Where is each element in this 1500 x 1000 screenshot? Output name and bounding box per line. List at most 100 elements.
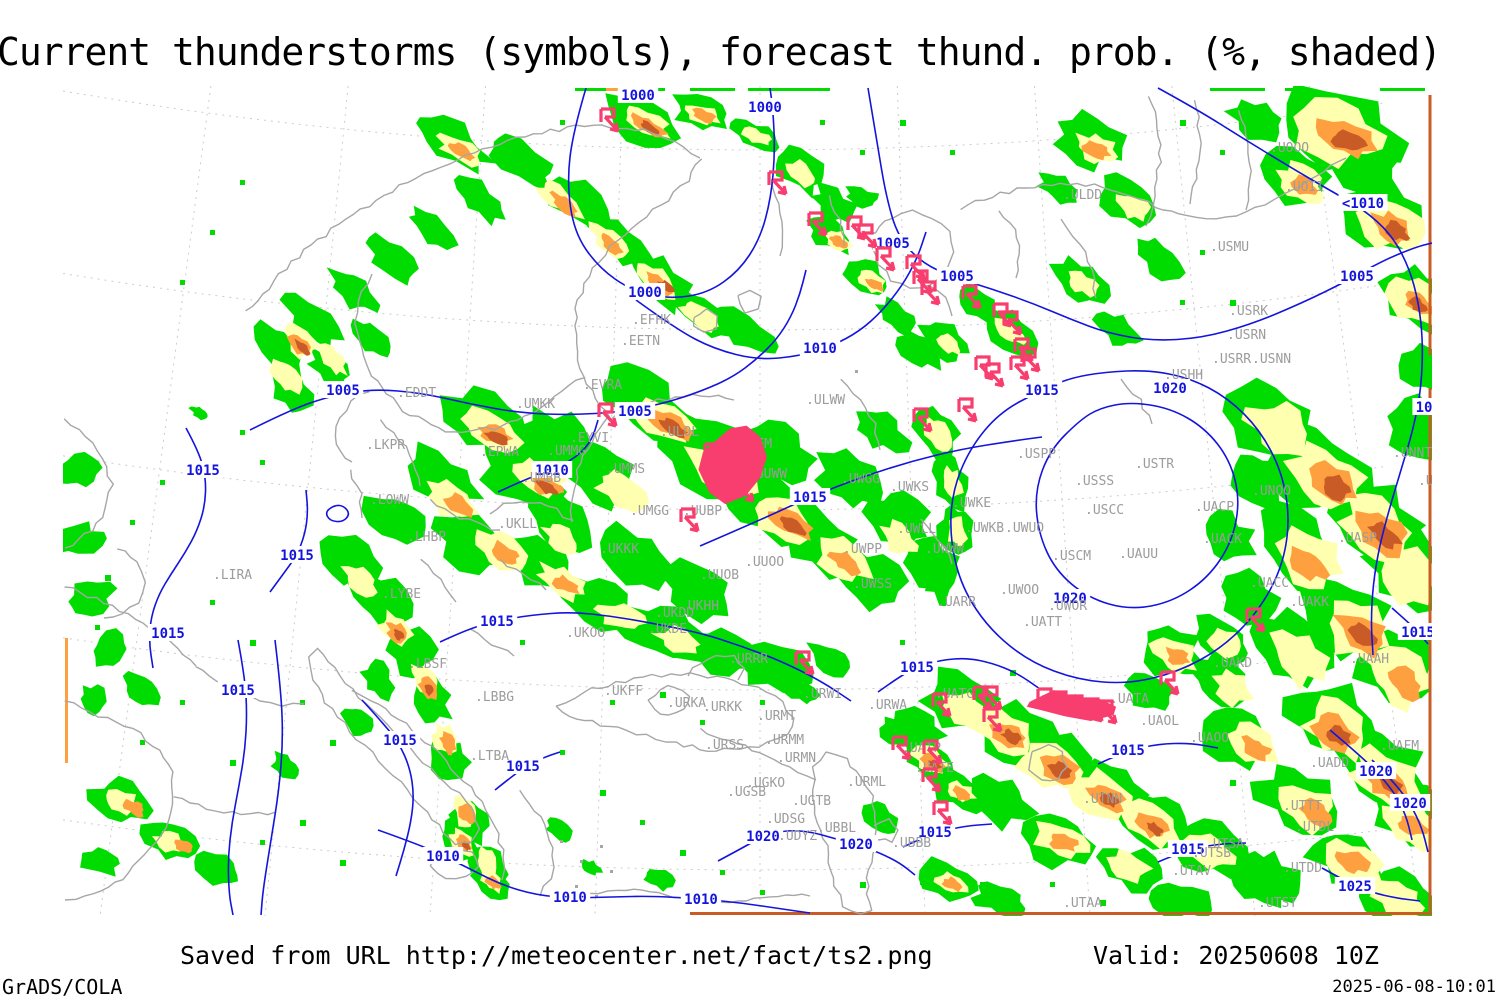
svg-text:1020: 1020 xyxy=(746,829,780,845)
station-label: .UUOB xyxy=(700,568,739,583)
thunderstorm-icon xyxy=(679,507,700,533)
svg-text:1020: 1020 xyxy=(1359,764,1393,780)
svg-text:1010: 1010 xyxy=(684,892,718,908)
isobar-label: 1015 xyxy=(276,546,318,564)
isobar-label: 1010 xyxy=(680,890,722,908)
station-label: .UAUU xyxy=(1119,547,1158,562)
isobar-label: 1015 xyxy=(1107,741,1149,759)
svg-text:1015: 1015 xyxy=(151,626,185,642)
thunderstorm-icon xyxy=(891,735,912,761)
thunderstorm-icon xyxy=(931,692,952,718)
station-label: .UTSA xyxy=(1205,837,1244,852)
station-label: .URSS xyxy=(705,738,744,753)
station-label: .USHH xyxy=(1164,368,1203,383)
svg-text:1005: 1005 xyxy=(1340,269,1374,285)
svg-text:1005: 1005 xyxy=(326,383,360,399)
station-label: .UATA xyxy=(1110,692,1149,707)
station-label: .UADD xyxy=(1310,756,1349,771)
station-label: .UTDL xyxy=(1295,820,1334,835)
svg-text:1010: 1010 xyxy=(553,890,587,906)
station-label: .UKOO xyxy=(566,626,605,641)
station-label: .UWOO xyxy=(1000,583,1039,598)
isobar-label: <1010 xyxy=(1338,194,1388,212)
station-label: .USRK xyxy=(1229,304,1268,319)
station-label: .UATT xyxy=(1023,615,1062,630)
isobar-label: 1020 xyxy=(1049,589,1091,607)
isobar-label: 1020 xyxy=(742,827,784,845)
station-label: .LKPR xyxy=(366,438,405,453)
station-label: .UTAV xyxy=(1172,864,1211,879)
isobar-label: 1005 xyxy=(936,267,978,285)
isobar-label: 1020 xyxy=(1355,762,1397,780)
station-label: .UUOO xyxy=(745,555,784,570)
station-label: .ULDD xyxy=(1063,188,1102,203)
svg-text:1015: 1015 xyxy=(383,733,417,749)
station-label: .UOII xyxy=(1285,180,1324,195)
thunderstorm-icon xyxy=(961,284,982,310)
thunderstorm-icon xyxy=(922,739,943,765)
svg-text:<1010: <1010 xyxy=(1342,196,1384,212)
thunderstorm-icon xyxy=(875,246,896,272)
thunderstorm-icon xyxy=(912,407,933,433)
station-label: .USSS xyxy=(1075,474,1114,489)
station-label: .UTNN xyxy=(1083,792,1122,807)
station-label: .UMKK xyxy=(516,397,555,412)
station-label: .LOWW xyxy=(370,493,409,508)
thunderstorm-icon xyxy=(1159,670,1180,696)
station-label: .UASP xyxy=(1338,531,1377,546)
thunderstorm-icon xyxy=(857,223,878,249)
station-label: .EFHK xyxy=(632,313,671,328)
station-label: .UACC xyxy=(1250,576,1289,591)
station-label: .URKA xyxy=(667,696,706,711)
station-label: .UMMS xyxy=(606,462,645,477)
isobar-label: 1010 xyxy=(549,888,591,906)
svg-text:1015: 1015 xyxy=(793,490,827,506)
svg-text:1015: 1015 xyxy=(1401,625,1435,641)
thunderstorm-icon xyxy=(932,800,953,826)
station-label: .UNOO xyxy=(1252,484,1291,499)
isobar-label: 1015 xyxy=(476,612,518,630)
isobar-label: 1015 xyxy=(914,823,956,841)
station-label: .EVRA xyxy=(583,378,622,393)
station-label: .UWWW xyxy=(925,542,964,557)
svg-text:1015: 1015 xyxy=(918,825,952,841)
thunderstorm-icon xyxy=(1013,337,1034,363)
isobar-label: 1015 xyxy=(1021,381,1063,399)
isobar-label: 1010 xyxy=(531,461,573,479)
svg-text:1015: 1015 xyxy=(1111,743,1145,759)
station-label: .LYBE xyxy=(382,587,421,602)
thunderstorm-icon xyxy=(912,269,933,295)
thunderstorm-cluster xyxy=(1026,690,1117,721)
station-label: .UKLL xyxy=(498,517,537,532)
thunderstorm-icon xyxy=(1002,310,1023,336)
station-label: .UAAH xyxy=(1350,652,1389,667)
isobar-label: 1015 xyxy=(1397,623,1435,641)
station-label: .UGSB xyxy=(727,785,766,800)
thunderstorm-icon xyxy=(974,355,995,381)
svg-text:1020: 1020 xyxy=(1053,591,1087,607)
station-label: .UKHH xyxy=(680,599,719,614)
station-label: .UNNT xyxy=(1393,446,1432,461)
station-label: .USTR xyxy=(1135,457,1174,472)
station-label: .URRR xyxy=(729,652,768,667)
station-label: .ULWW xyxy=(806,393,845,408)
station-label: .UKDD xyxy=(655,606,694,621)
station-label: .UDSG xyxy=(766,812,805,827)
station-label: .URKK xyxy=(703,700,742,715)
coastlines-layer xyxy=(63,96,1347,915)
probability-shading-layer xyxy=(63,86,1432,916)
isobar-label: 1015 xyxy=(379,731,421,749)
page-title: Current thunderstorms (symbols), forecas… xyxy=(0,30,1442,74)
station-label: .LHBP xyxy=(407,530,446,545)
station-label: .USCM xyxy=(1052,549,1091,564)
isobar-label: 1015 xyxy=(217,681,259,699)
thunderstorm-icon xyxy=(957,397,978,423)
isobar-label: 1020 xyxy=(1149,379,1191,397)
thunderstorm-icon xyxy=(921,767,942,793)
isobar-label: 1015 xyxy=(502,757,544,775)
station-label: .UWUO xyxy=(1005,521,1044,536)
station-label: .UWKE xyxy=(952,496,991,511)
station-label: .UGKO xyxy=(746,776,785,791)
footer-valid-time: Valid: 20250608 10Z xyxy=(1093,941,1379,970)
